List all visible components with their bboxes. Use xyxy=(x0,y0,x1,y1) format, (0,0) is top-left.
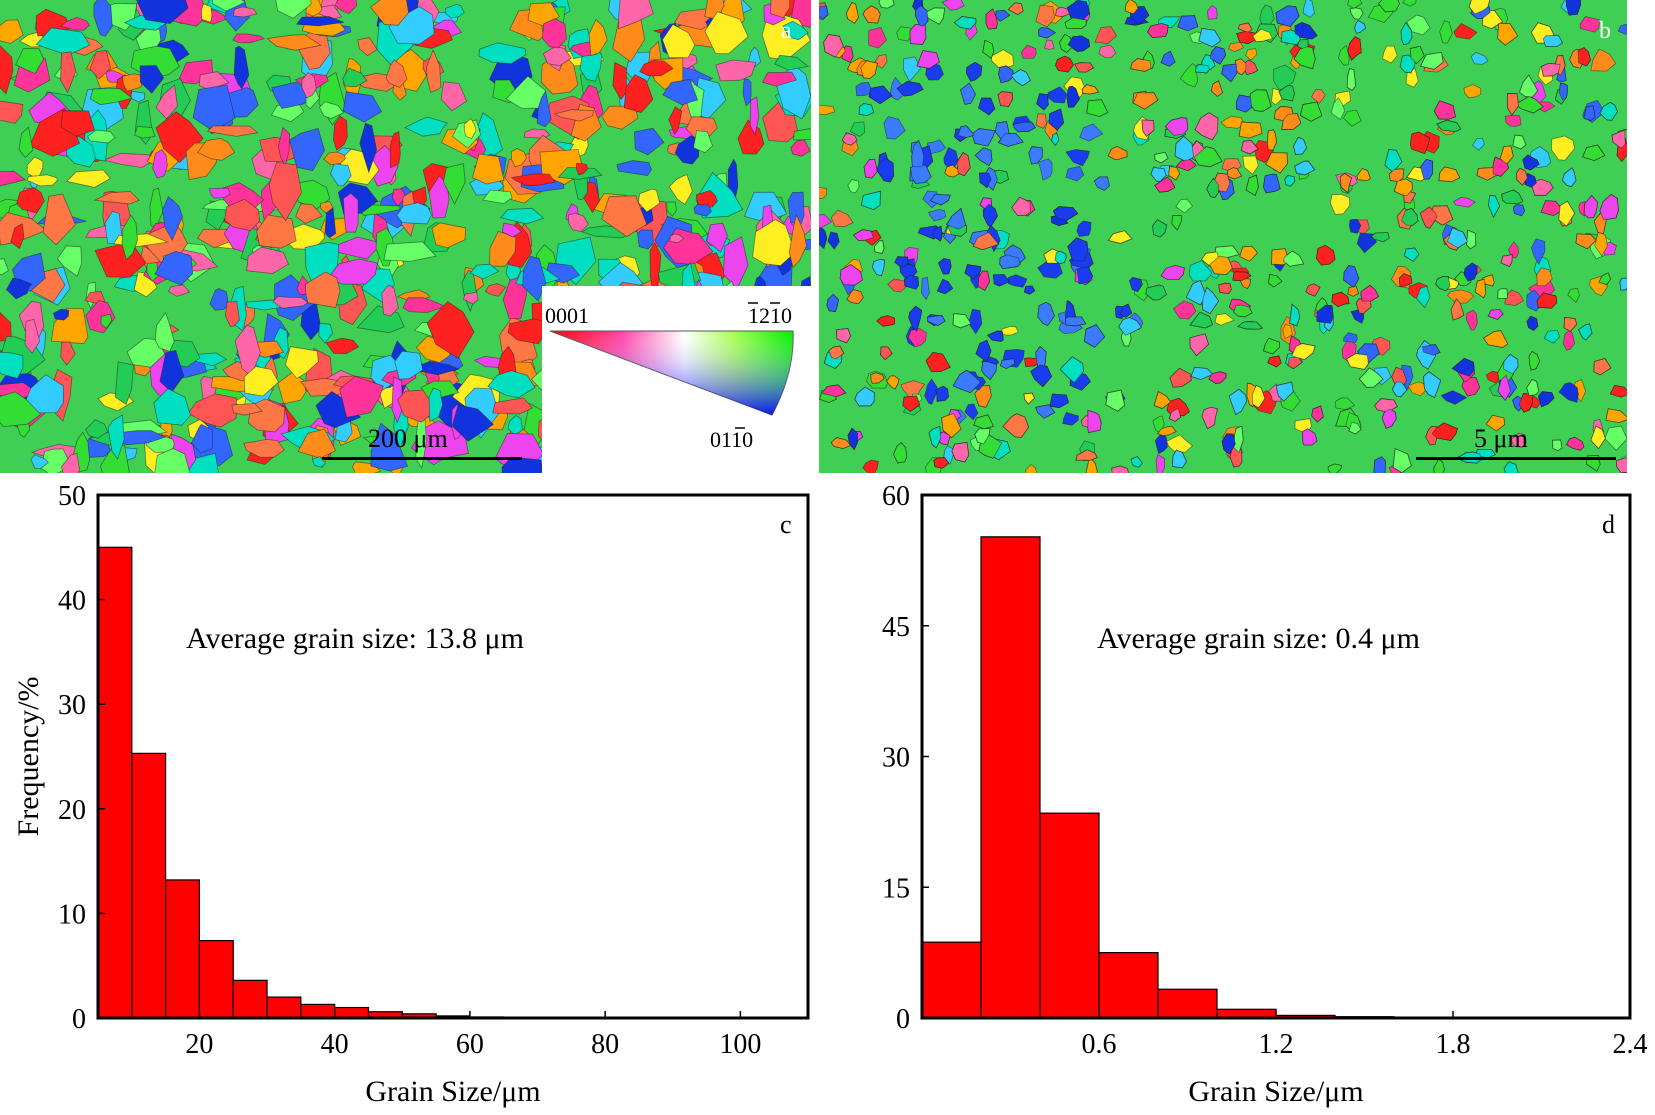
x-axis-label: Grain Size/μm xyxy=(365,1075,540,1108)
scale-bar-label-b: 5 μm xyxy=(1474,424,1528,453)
ipf-label-0110: 0110 xyxy=(710,427,753,452)
ebsd-map-b-svg: b 5 μm xyxy=(819,0,1627,473)
panel-label: d xyxy=(1602,510,1615,539)
histogram-bar xyxy=(1040,813,1099,1018)
x-tick-label: 40 xyxy=(321,1029,349,1060)
y-tick-label: 10 xyxy=(58,899,86,930)
ipf-label-1210: 1210 xyxy=(748,303,792,328)
histogram-c: 20 40 60 80 100 0 10 20 30 40 50 Grain Size/μm Frequ… xyxy=(0,480,815,1110)
histogram-bars xyxy=(98,547,774,1018)
histogram-bar xyxy=(1158,989,1217,1018)
histogram-bar xyxy=(301,1004,335,1018)
average-grain-size-annotation: Average grain size: 13.8 μm xyxy=(186,622,524,655)
y-tick-label: 50 xyxy=(58,481,86,512)
ebsd-map-a: 0001 1210 0110 a 200 μm xyxy=(0,0,811,473)
y-tick-label: 15 xyxy=(882,873,910,904)
ebsd-map-a-svg: 0001 1210 0110 a 200 μm xyxy=(0,0,811,473)
histogram-bar xyxy=(166,880,200,1018)
x-axis-label: Grain Size/μm xyxy=(1188,1075,1363,1108)
histogram-bar xyxy=(98,547,132,1018)
x-tick-label: 0.6 xyxy=(1082,1029,1117,1060)
plot-frame xyxy=(98,495,808,1018)
y-tick-label: 45 xyxy=(882,612,910,643)
histogram-bar xyxy=(335,1008,369,1018)
histogram-d: 0.6 1.2 1.8 2.4 0 15 30 45 60 Grain Size/μm Averag… xyxy=(830,480,1655,1110)
scale-bar-a xyxy=(322,457,522,460)
x-tick-label: 20 xyxy=(185,1029,213,1060)
y-tick-label: 0 xyxy=(72,1004,86,1035)
ipf-label-0001: 0001 xyxy=(545,303,589,328)
histogram-bar xyxy=(132,753,166,1018)
histogram-bar xyxy=(267,997,301,1018)
panel-label: c xyxy=(780,510,792,539)
y-tick-label: 30 xyxy=(58,690,86,721)
y-tick-label: 30 xyxy=(882,743,910,774)
y-tick-label: 20 xyxy=(58,795,86,826)
y-axis-label: Frequency/% xyxy=(12,677,45,837)
histogram-bar xyxy=(199,941,233,1018)
ipf-color-key: 0001 1210 0110 xyxy=(542,286,811,473)
x-tick-label: 1.8 xyxy=(1436,1029,1471,1060)
x-tick-label: 1.2 xyxy=(1259,1029,1294,1060)
histogram-d-svg: 0.6 1.2 1.8 2.4 0 15 30 45 60 Grain Size/μm Averag… xyxy=(830,480,1655,1110)
histogram-bar xyxy=(1099,953,1158,1018)
average-grain-size-annotation: Average grain size: 0.4 μm xyxy=(1097,622,1420,655)
x-tick-label: 100 xyxy=(719,1029,761,1060)
grain-mosaic-b xyxy=(819,0,1627,473)
histogram-bars xyxy=(922,537,1630,1018)
y-tick-label: 60 xyxy=(882,481,910,512)
y-tick-label: 0 xyxy=(896,1004,910,1035)
panel-label-a: a xyxy=(781,18,792,44)
x-tick-label: 2.4 xyxy=(1613,1029,1648,1060)
scale-bar-b xyxy=(1416,457,1616,460)
histogram-bar xyxy=(233,980,267,1018)
ebsd-map-b: b 5 μm xyxy=(819,0,1627,473)
scale-bar-label-a: 200 μm xyxy=(368,424,448,453)
y-tick-label: 40 xyxy=(58,586,86,617)
panel-label-b: b xyxy=(1599,18,1611,44)
x-tick-label: 80 xyxy=(591,1029,619,1060)
histogram-bar xyxy=(922,942,981,1018)
x-tick-label: 60 xyxy=(456,1029,484,1060)
histogram-c-svg: 20 40 60 80 100 0 10 20 30 40 50 Grain Size/μm Frequ… xyxy=(0,480,815,1110)
histogram-bar xyxy=(981,537,1040,1018)
